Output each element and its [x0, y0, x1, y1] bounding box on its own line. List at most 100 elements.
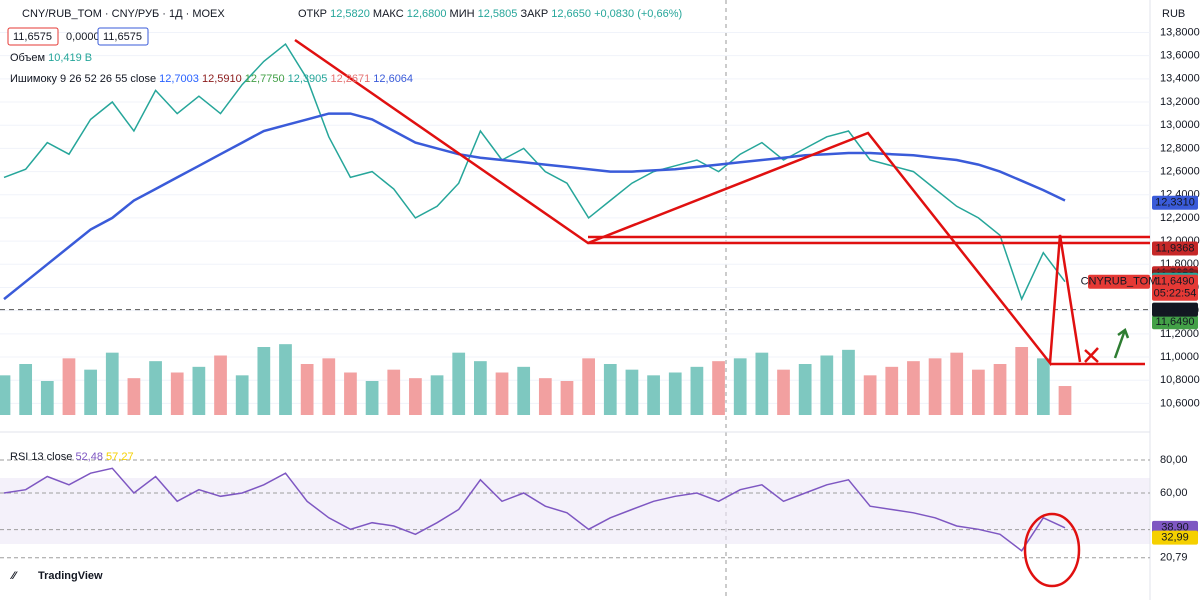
- circle-mark: [1023, 512, 1081, 588]
- price-tag-label: 11,9368: [1156, 242, 1195, 254]
- volume-bar: [62, 358, 76, 415]
- volume-bar: [972, 369, 985, 415]
- volume-bar: [560, 381, 574, 415]
- volume-bar: [950, 352, 964, 415]
- y-tick-label: 11,0000: [1160, 351, 1199, 363]
- volume-bar: [430, 375, 444, 415]
- label: Объем: [10, 52, 45, 64]
- volume-bar: [279, 344, 292, 415]
- series-line: [3, 42, 1066, 302]
- y-tick-label: 12,8000: [1160, 142, 1200, 154]
- y-tick-label: 13,6000: [1160, 50, 1200, 62]
- y-tick-label: 12,2000: [1160, 212, 1200, 224]
- volume-bar: [192, 366, 206, 415]
- ichimoku-label: Ишимоку 9 26 52 26 55 close 12,7003 12,5…: [10, 73, 413, 85]
- price-tag-label: 32,99: [1161, 531, 1189, 543]
- volume-bar: [668, 372, 682, 415]
- volume-bar: [474, 361, 487, 415]
- value: 12,5805: [478, 8, 518, 20]
- y-tick-label: 13,2000: [1160, 96, 1200, 108]
- volume-bar: [170, 372, 184, 415]
- volume-bar: [928, 358, 942, 415]
- y-tick-label: 10,8000: [1160, 374, 1200, 386]
- cross-mark: [1084, 347, 1099, 363]
- value: 12,2671: [330, 73, 370, 85]
- plot: 10,600010,800011,000011,200011,400011,60…: [0, 26, 1200, 564]
- price-tag-label: 11,6490: [1156, 276, 1195, 288]
- volume-bar: [712, 361, 725, 415]
- label: МИН: [450, 8, 475, 20]
- value: 52,48: [75, 451, 103, 463]
- value: 10,419 B: [48, 52, 92, 64]
- volume-bar: [517, 366, 531, 415]
- value: 12,5910: [202, 73, 242, 85]
- price-tag-label: 11,6490: [1156, 316, 1195, 328]
- value: 12,6064: [373, 73, 413, 85]
- label: ЗАКР: [520, 8, 548, 20]
- price-tag: [1152, 241, 1198, 256]
- ohlc: ОТКР 12,5820 МАКС 12,6800 МИН 12,5805 ЗА…: [298, 8, 682, 20]
- price-tag: [1152, 530, 1198, 545]
- value: 12,6650: [551, 8, 591, 20]
- price-tag-label: 12,3310: [1155, 197, 1195, 209]
- volume-bar: [214, 355, 227, 415]
- price-tag: [1152, 302, 1198, 317]
- volume-bar: [105, 352, 119, 415]
- volume-bar: [777, 369, 790, 415]
- logo-icon: ⁄⁄: [9, 570, 18, 582]
- label: RSI 13 close: [10, 451, 72, 463]
- series-line: [3, 112, 1066, 301]
- symbol-tag-label: CNYRUB_TOM: [1081, 276, 1158, 288]
- volume-bar: [409, 378, 422, 415]
- box-text: 0,0000: [66, 31, 100, 43]
- value: 12,7003: [159, 73, 199, 85]
- header: CNY/RUB_TOM · CNY/РУБ · 1Д · MOEX ОТКР 1…: [7, 8, 1185, 582]
- price-tag-label: 11,4085: [1156, 304, 1195, 316]
- volume-bar: [1036, 358, 1050, 415]
- volume-bar: [300, 364, 314, 415]
- value: 12,5820: [330, 8, 370, 20]
- volume-bar: [603, 364, 617, 415]
- volume-bar: [755, 352, 769, 415]
- volume-bar: [885, 366, 899, 415]
- volume-bar: [322, 358, 336, 415]
- volume-bar: [495, 372, 509, 415]
- volume-bar: [40, 381, 54, 415]
- value: 57,27: [106, 451, 134, 463]
- volume-bar: [387, 369, 401, 415]
- volume-bar: [863, 375, 877, 415]
- rsi-band: [0, 478, 1150, 544]
- logo: TradingView: [38, 570, 103, 582]
- value: 12,6800: [407, 8, 447, 20]
- volume-bar: [842, 349, 855, 415]
- volume-label: Объем 10,419 B: [10, 52, 92, 64]
- price-tag: [1152, 315, 1198, 330]
- label: Ишимоку 9 26 52 26 55 close: [10, 73, 156, 85]
- label: ОТКР: [298, 8, 327, 20]
- volume-bar: [820, 355, 834, 415]
- volume-bar: [19, 364, 33, 415]
- y-tick-label: 20,79: [1160, 552, 1188, 564]
- price-tag: [1152, 274, 1198, 301]
- volume-bar: [344, 372, 357, 415]
- volume-bar: [257, 347, 271, 415]
- y-tick-label: 12,6000: [1160, 165, 1200, 177]
- y-tick-label: 11,2000: [1160, 328, 1199, 340]
- box: [97, 27, 149, 46]
- volume-bar: [538, 378, 552, 415]
- value: 12,3905: [288, 73, 328, 85]
- box: [7, 27, 59, 46]
- box-text: 11,6575: [103, 31, 142, 43]
- volume-bar: [733, 358, 747, 415]
- symbol: CNY/RUB_TOM · CNY/РУБ · 1Д · MOEX: [22, 8, 225, 20]
- volume-bar: [1015, 347, 1029, 415]
- volume-bar: [690, 366, 704, 415]
- price-tag-time: 05:22:54: [1154, 288, 1197, 300]
- value: 12,7750: [245, 73, 285, 85]
- y-tick-label: 13,4000: [1160, 73, 1200, 85]
- volume-bar: [452, 352, 466, 415]
- volume-bar: [993, 364, 1007, 415]
- price-tag: [1152, 195, 1198, 210]
- volume-bar: [127, 378, 141, 415]
